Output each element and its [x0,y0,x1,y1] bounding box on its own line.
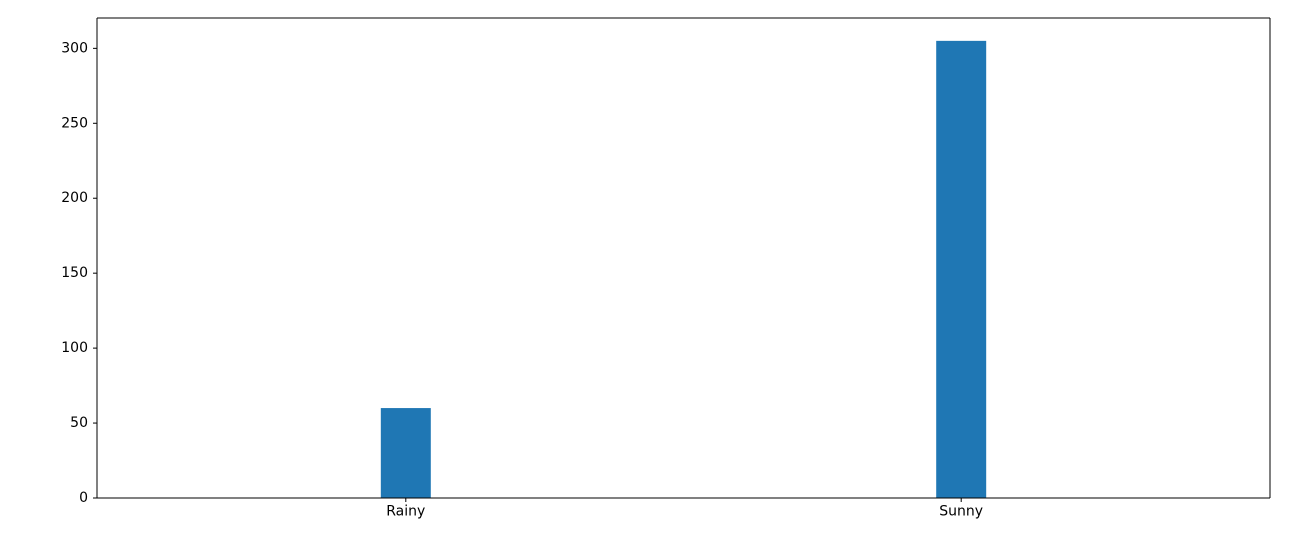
y-tick-label: 0 [79,490,88,506]
y-tick-label: 50 [70,415,88,431]
y-tick-label: 200 [61,190,88,206]
y-tick-label: 300 [61,40,88,56]
bar-sunny [936,41,986,498]
y-tick-label: 150 [61,265,88,281]
y-tick-label: 100 [61,340,88,356]
bar-chart: 0 50 100 150 200 250 300 Rainy Sunny [0,0,1290,548]
x-tick-label: Sunny [939,504,983,520]
plot-area [97,18,1270,498]
y-tick-label: 250 [61,115,88,131]
bar-rainy [381,408,431,498]
chart-svg: 0 50 100 150 200 250 300 Rainy Sunny [0,0,1290,548]
x-tick-label: Rainy [386,504,425,520]
